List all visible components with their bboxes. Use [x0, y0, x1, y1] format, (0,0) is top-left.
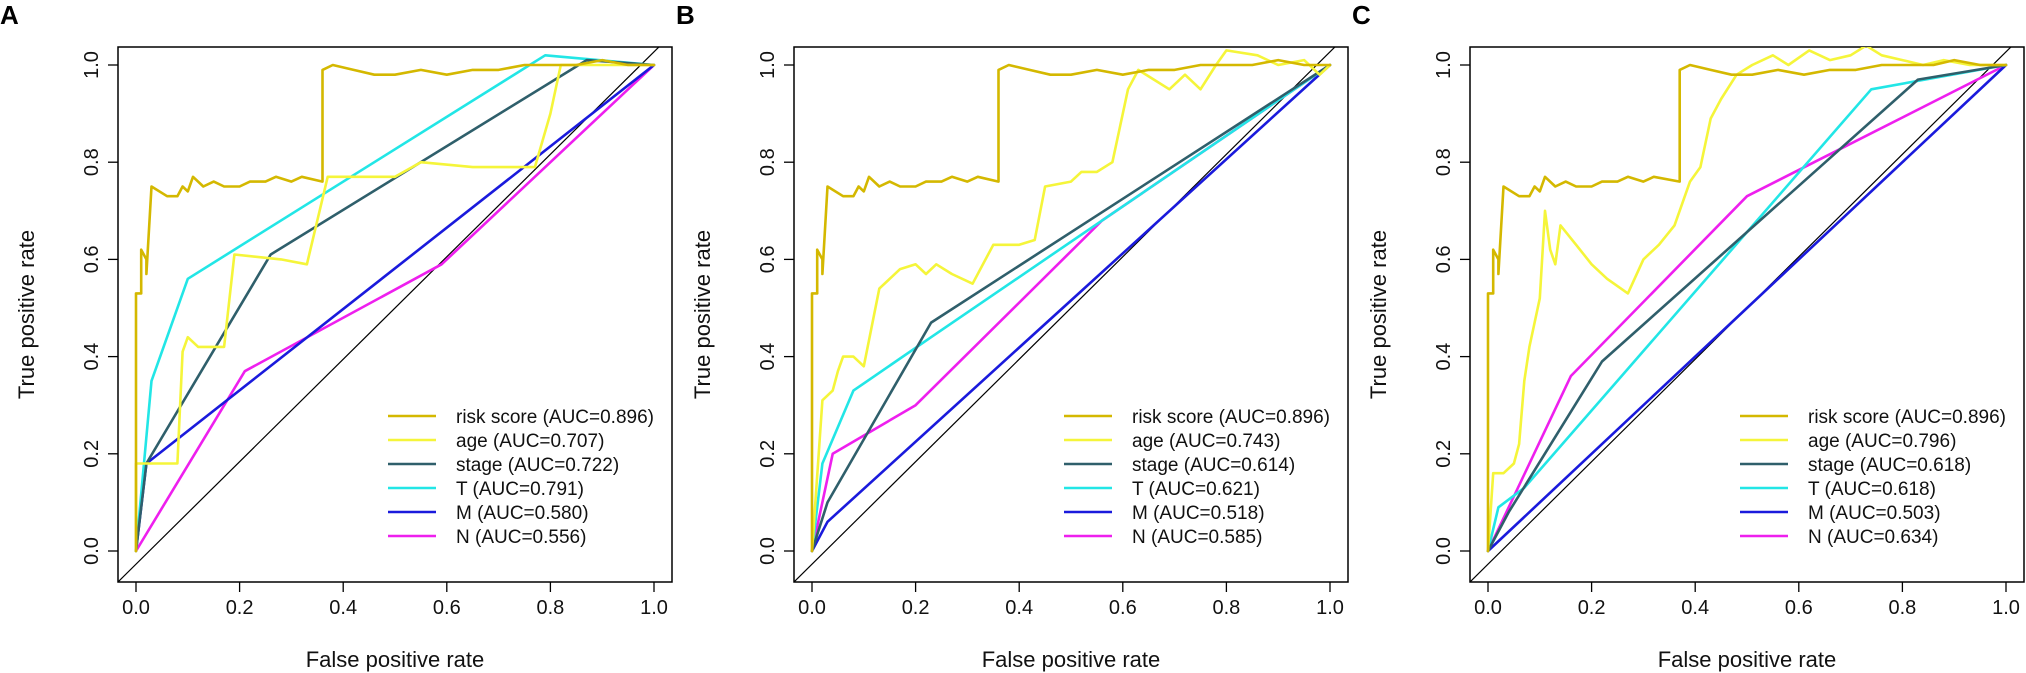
panel-label-B: B: [676, 0, 695, 30]
x-tick-label: 0.0: [798, 597, 826, 619]
curves-layer: [794, 47, 1336, 582]
roc-curve-stage: [1486, 63, 2008, 553]
roc-curve-risk-score: [134, 58, 656, 553]
x-tick-label: 0.8: [1888, 597, 1916, 619]
x-tick-label: 0.2: [226, 597, 254, 619]
x-tick-label: 0.8: [536, 597, 564, 619]
legend-label: M (AUC=0.503): [1808, 503, 1941, 524]
roc-curve-age: [1486, 47, 2008, 553]
y-tick-label: 0.8: [757, 148, 779, 176]
roc-panel-a: 0.0 0.2 0.4 0.6 0.8 1.0 0.0 0.2 0.4 0.6 0.8 1.0 Fals…: [14, 46, 673, 672]
legend-label: M (AUC=0.518): [1132, 503, 1265, 524]
roc-curve-risk-score: [810, 58, 1332, 553]
y-tick-label: 0.4: [81, 343, 103, 371]
x-tick-label: 0.2: [902, 597, 930, 619]
y-tick-label: 0.2: [757, 440, 779, 468]
roc-curve-age: [810, 49, 1332, 553]
roc-curve-n: [134, 63, 656, 553]
roc-curve-n: [1486, 63, 2008, 553]
y-axis-title: True positive rate: [14, 230, 39, 399]
y-tick-label: 0.6: [1433, 245, 1455, 273]
x-axis-title: False positive rate: [1658, 647, 1837, 672]
y-tick-label: 0.6: [81, 245, 103, 273]
y-tick-label: 0.4: [757, 343, 779, 371]
roc-curve-stage: [810, 63, 1332, 553]
y-tick-label: 1.0: [757, 51, 779, 79]
legend-label: T (AUC=0.621): [1132, 479, 1260, 500]
legend-label: age (AUC=0.796): [1808, 431, 1956, 452]
x-tick-label: 0.6: [433, 597, 461, 619]
legend-label: N (AUC=0.634): [1808, 527, 1938, 548]
y-tick-label: 0.2: [81, 440, 103, 468]
roc-curve-risk-score: [1486, 58, 2008, 553]
y-axis-title: True positive rate: [690, 230, 715, 399]
y-tick-label: 0.6: [757, 245, 779, 273]
legend-label: stage (AUC=0.618): [1808, 455, 1971, 476]
x-tick-label: 0.8: [1212, 597, 1240, 619]
legend-label: N (AUC=0.585): [1132, 527, 1262, 548]
x-tick-label: 0.0: [122, 597, 150, 619]
y-tick-label: 0.0: [757, 537, 779, 565]
legend-label: risk score (AUC=0.896): [1808, 407, 2006, 428]
x-tick-label: 0.4: [1005, 597, 1033, 619]
x-tick-label: 1.0: [1992, 597, 2020, 619]
legend-label: age (AUC=0.707): [456, 431, 604, 452]
y-tick-label: 1.0: [81, 51, 103, 79]
x-tick-label: 0.6: [1109, 597, 1137, 619]
legend-label: T (AUC=0.791): [456, 479, 584, 500]
reference-diagonal: [794, 47, 1336, 582]
plot-frame: [1469, 46, 2025, 583]
x-tick-label: 1.0: [1316, 597, 1344, 619]
y-tick-label: 0.8: [81, 148, 103, 176]
x-tick-label: 0.2: [1578, 597, 1606, 619]
legend-label: age (AUC=0.743): [1132, 431, 1280, 452]
roc-curve-m: [1486, 63, 2008, 553]
curves-layer: [118, 47, 660, 582]
legend-label: T (AUC=0.618): [1808, 479, 1936, 500]
y-tick-label: 0.2: [1433, 440, 1455, 468]
roc-curve-age: [134, 63, 656, 553]
y-tick-label: 0.0: [81, 537, 103, 565]
plot-frame: [117, 46, 673, 583]
roc-curve-stage: [134, 58, 656, 553]
x-tick-label: 0.0: [1474, 597, 1502, 619]
roc-curve-t: [810, 63, 1332, 553]
legend-label: N (AUC=0.556): [456, 527, 586, 548]
roc-curve-m: [810, 63, 1332, 553]
plot-frame: [793, 46, 1349, 583]
legend: risk score (AUC=0.896) age (AUC=0.707) sta…: [388, 407, 654, 548]
y-tick-label: 0.4: [1433, 343, 1455, 371]
legend: risk score (AUC=0.896) age (AUC=0.796) sta…: [1740, 407, 2006, 548]
reference-diagonal: [118, 47, 660, 582]
x-tick-label: 0.4: [329, 597, 357, 619]
curves-layer: [1470, 47, 2012, 582]
legend: risk score (AUC=0.896) age (AUC=0.743) sta…: [1064, 407, 1330, 548]
x-tick-label: 1.0: [640, 597, 668, 619]
x-axis-title: False positive rate: [306, 647, 485, 672]
panel-label-C: C: [1352, 0, 1371, 30]
panel-label-A: A: [0, 0, 19, 30]
x-tick-label: 0.6: [1785, 597, 1813, 619]
y-tick-label: 0.0: [1433, 537, 1455, 565]
roc-panel-b: 0.0 0.2 0.4 0.6 0.8 1.0 0.0 0.2 0.4 0.6 0.8 1.0 Fals…: [690, 46, 1349, 672]
legend-label: stage (AUC=0.722): [456, 455, 619, 476]
x-tick-label: 0.4: [1681, 597, 1709, 619]
x-axis-title: False positive rate: [982, 647, 1161, 672]
roc-curve-t: [134, 54, 656, 553]
roc-panel-c: 0.0 0.2 0.4 0.6 0.8 1.0 0.0 0.2 0.4 0.6 0.8 1.0 Fals…: [1366, 46, 2025, 672]
y-tick-label: 1.0: [1433, 51, 1455, 79]
legend-label: risk score (AUC=0.896): [1132, 407, 1330, 428]
y-axis-title: True positive rate: [1366, 230, 1391, 399]
y-tick-label: 0.8: [1433, 148, 1455, 176]
legend-label: stage (AUC=0.614): [1132, 455, 1295, 476]
legend-label: M (AUC=0.580): [456, 503, 589, 524]
legend-label: risk score (AUC=0.896): [456, 407, 654, 428]
